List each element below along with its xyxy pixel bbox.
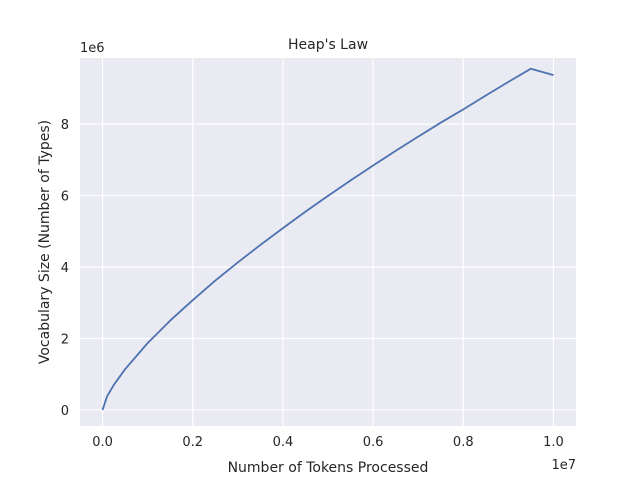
x-axis-offset-label: 1e7 <box>551 458 576 473</box>
chart-title: Heap's Law <box>288 37 368 53</box>
y-tick-label: 8 <box>61 118 69 133</box>
x-tick-label: 1.0 <box>543 435 564 450</box>
plot-background <box>80 58 576 426</box>
y-axis-offset-label: 1e6 <box>80 41 105 56</box>
x-tick-label: 0.2 <box>182 435 203 450</box>
y-tick-label: 6 <box>61 190 69 205</box>
y-tick-label: 0 <box>61 404 69 419</box>
x-tick-label: 0.6 <box>363 435 384 450</box>
y-tick-label: 2 <box>61 332 69 347</box>
series-line <box>101 67 554 411</box>
y-axis-label: Vocabulary Size (Number of Types) <box>37 120 53 364</box>
x-tick-labels: 0.0 0.2 0.4 0.6 0.8 1.0 <box>92 435 564 450</box>
series-layer <box>101 67 554 411</box>
y-tick-labels: 0 2 4 6 8 <box>61 118 69 419</box>
x-tick-label: 0.4 <box>273 435 294 450</box>
grid-lines <box>80 58 576 426</box>
x-axis-label: Number of Tokens Processed <box>228 460 429 476</box>
y-tick-label: 4 <box>61 261 69 276</box>
x-tick-label: 0.0 <box>92 435 113 450</box>
x-tick-label: 0.8 <box>453 435 474 450</box>
